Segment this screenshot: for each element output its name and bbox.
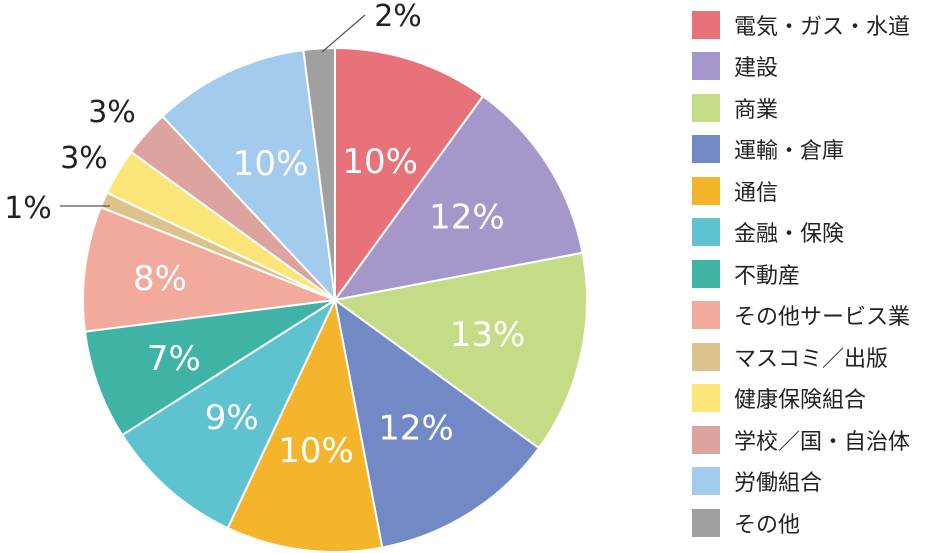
pie-slice — [332, 251, 588, 450]
legend-label: その他サービス業 — [734, 305, 911, 331]
pie-slices — [82, 46, 588, 553]
legend-label: 労働組合 — [734, 471, 823, 497]
slice-label: 12% — [378, 409, 454, 449]
slice-label: 10% — [342, 142, 418, 182]
pie-slice — [302, 46, 336, 301]
legend-item: 労働組合 — [692, 461, 910, 503]
legend-label: 不動産 — [734, 263, 801, 289]
legend-item: 通信 — [692, 170, 910, 212]
pie-slice — [332, 94, 584, 302]
slice-label: 3% — [60, 141, 108, 176]
slice-label: 3% — [88, 95, 136, 130]
legend-swatch — [692, 259, 720, 288]
legend-label: 商業 — [734, 97, 779, 123]
pie-slice — [161, 48, 337, 303]
legend: 電気・ガス・水道 建設商業運輸・倉庫通信金融・保険不動産その他サービス業 マスコミ／… — [692, 4, 910, 544]
legend-swatch — [692, 93, 720, 122]
legend-swatch — [692, 384, 720, 413]
pie-labels: 10%12%13%12%10%9%7%8%1%3%3%10%2% — [4, 0, 525, 471]
legend-label: 学校／国・自治体 — [734, 429, 911, 455]
legend-item: 建設 — [692, 46, 910, 88]
legend-label: 建設 — [734, 56, 779, 82]
slice-label: 9% — [205, 398, 259, 438]
slice-label: 8% — [133, 259, 187, 299]
legend-label: 金融・保険 — [734, 222, 845, 248]
legend-label: 健康保険組合 — [734, 388, 867, 414]
slice-label: 12% — [429, 197, 505, 237]
slice-label: 10% — [278, 431, 354, 471]
slice-label: 10% — [233, 144, 309, 184]
legend-swatch — [692, 342, 720, 371]
pie-slice — [226, 296, 384, 553]
pie-slice — [333, 297, 541, 549]
legend-swatch — [692, 218, 720, 247]
legend-item: 金融・保険 — [692, 212, 910, 254]
legend-label: マスコミ／出版 — [734, 346, 889, 372]
legend-item: 健康保険組合 — [692, 378, 910, 420]
legend-item: 商業 — [692, 87, 910, 129]
slice-label: 2% — [374, 0, 422, 34]
legend-swatch — [692, 135, 720, 164]
pie-chart: 10%12%13%12%10%9%7%8%1%3%3%10%2% — [4, 0, 588, 553]
legend-item: 不動産 — [692, 253, 910, 295]
legend-item: 運輸・倉庫 — [692, 129, 910, 171]
slice-label: 1% — [4, 191, 52, 226]
legend-item: マスコミ／出版 — [692, 336, 910, 378]
legend-item: 学校／国・自治体 — [692, 419, 910, 461]
pie-slice — [82, 205, 336, 333]
legend-swatch — [692, 176, 720, 205]
legend-swatch — [692, 301, 720, 330]
slice-label: 7% — [147, 339, 201, 379]
legend-item: 電気・ガス・水道 — [692, 4, 910, 46]
leader-line — [321, 14, 366, 53]
legend-swatch — [692, 467, 720, 496]
slice-label: 13% — [450, 315, 526, 355]
legend-swatch — [692, 10, 720, 39]
pie-slice — [334, 46, 485, 304]
pie-slice — [83, 299, 336, 437]
legend-label: 通信 — [734, 180, 779, 206]
legend-item: その他サービス業 — [692, 295, 910, 337]
legend-item: その他 — [692, 502, 910, 544]
legend-label: その他 — [734, 512, 801, 538]
legend-swatch — [692, 52, 720, 81]
legend-swatch — [692, 508, 720, 537]
legend-label: 電気・ガス・水道 — [734, 14, 911, 40]
legend-label: 運輸・倉庫 — [734, 139, 845, 165]
pie-slice — [120, 297, 338, 530]
legend-swatch — [692, 425, 720, 454]
